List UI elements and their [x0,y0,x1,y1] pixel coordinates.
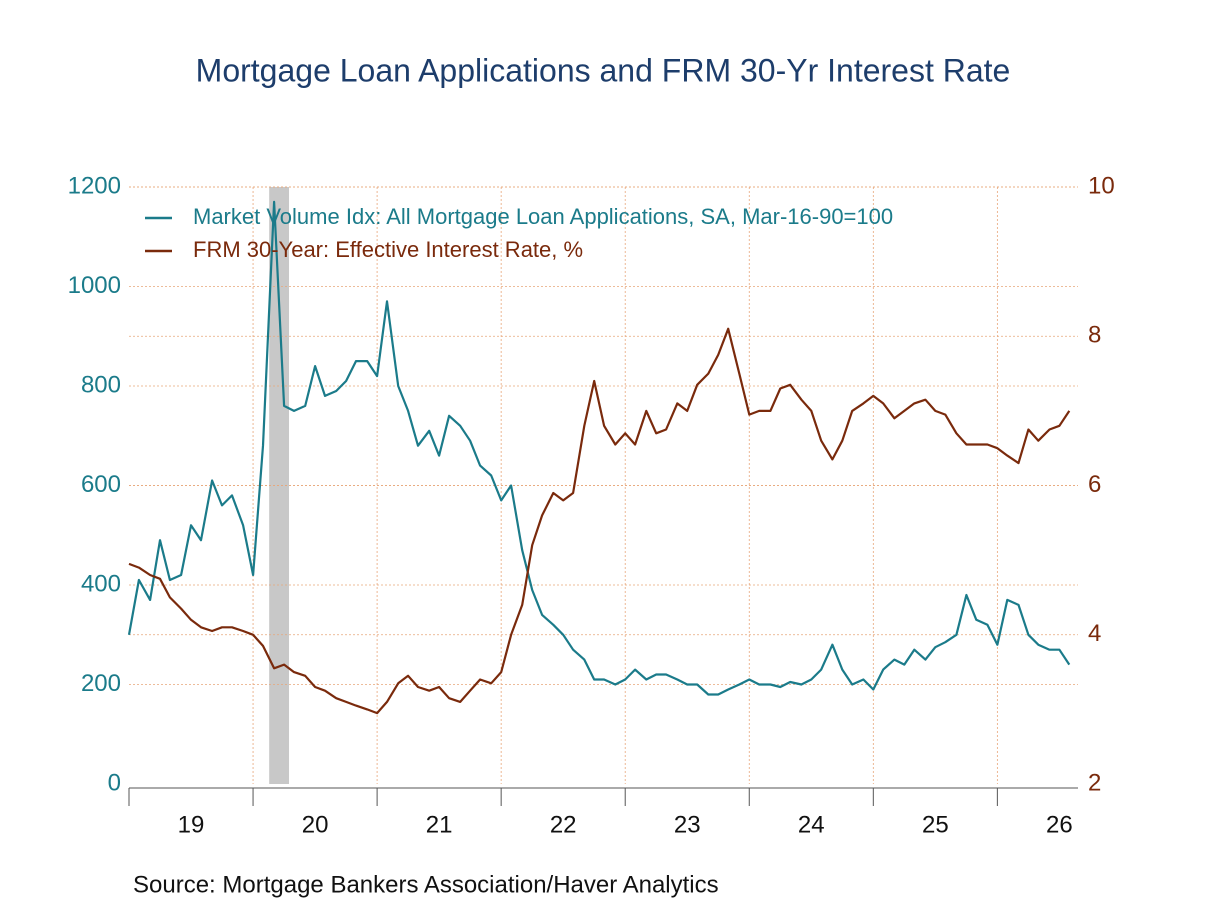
series-line [127,200,1071,696]
series-line [128,327,1071,715]
y-tick-label: 1200 [68,172,121,199]
x-tick-label: 24 [798,811,825,838]
y-tick-label: 200 [81,670,121,697]
x-tick-label: 22 [550,811,577,838]
x-tick-label: 26 [1046,811,1073,838]
chart-title: Mortgage Loan Applications and FRM 30-Yr… [196,52,1011,88]
y-tick-label: 1000 [68,272,121,299]
legend-label: Market Volume Idx: All Mortgage Loan App… [193,204,893,229]
source-note: Source: Mortgage Bankers Association/Hav… [133,871,719,898]
y2-tick-label: 10 [1088,172,1115,199]
x-tick-label: 21 [426,811,453,838]
y-tick-label: 600 [81,471,121,498]
y2-tick-label: 6 [1088,471,1101,498]
legend-label: FRM 30-Year: Effective Interest Rate, % [193,237,583,262]
y-tick-label: 800 [81,371,121,398]
y2-tick-label: 2 [1088,769,1101,796]
y-tick-label: 0 [108,769,121,796]
y2-tick-label: 4 [1088,620,1101,647]
y-tick-label: 400 [81,570,121,597]
x-tick-label: 25 [922,811,949,838]
x-tick-label: 23 [674,811,701,838]
y2-tick-label: 8 [1088,322,1101,349]
x-tick-label: 20 [302,811,329,838]
x-tick-label: 19 [178,811,205,838]
